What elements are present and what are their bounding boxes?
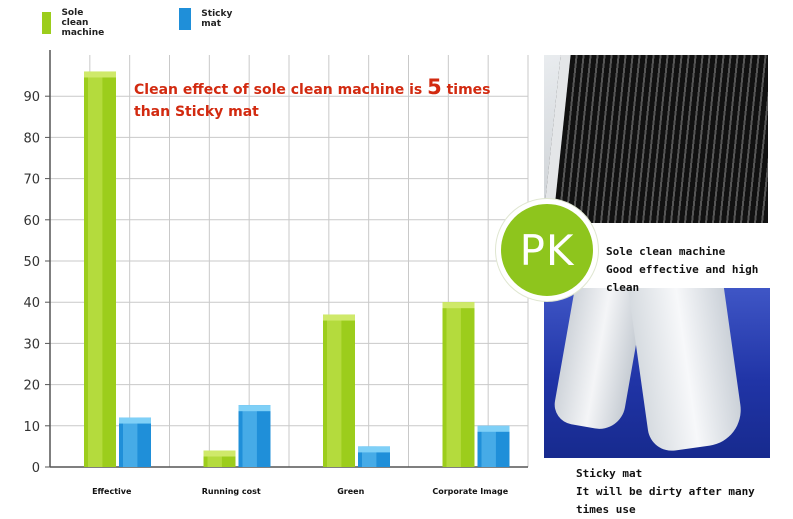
grid	[50, 55, 529, 467]
category-label: Green	[337, 487, 364, 496]
legend-label: Sole clean machine	[61, 8, 105, 38]
y-tick-label: 50	[23, 255, 40, 270]
bar-highlight	[123, 417, 138, 467]
bar-sticky-mat	[358, 446, 390, 467]
sticky-mat-photo	[544, 288, 770, 458]
y-tick-label: 90	[23, 90, 40, 105]
bar-cap	[442, 302, 475, 309]
y-tick-label: 60	[23, 214, 40, 229]
legend-label: Sticky mat	[201, 9, 233, 29]
bar-sole-clean-machine	[323, 314, 355, 467]
bar-cap	[323, 314, 355, 321]
description-title: Sole clean machine	[606, 245, 726, 258]
bar-cap	[84, 71, 116, 78]
bar-sole-clean-machine	[84, 71, 116, 467]
y-tick-label: 0	[32, 461, 40, 476]
annotation-emphasis: 5	[427, 75, 442, 99]
bar-highlight	[481, 425, 496, 467]
y-tick-label: 40	[23, 296, 40, 311]
legend-swatch-green	[42, 12, 52, 34]
bar-highlight	[88, 71, 103, 467]
y-tick-label: 10	[23, 420, 40, 435]
legend-swatch-blue	[179, 8, 192, 30]
pk-text: PK	[519, 225, 575, 275]
bar-cap	[358, 446, 390, 453]
bar-cap	[119, 417, 151, 424]
y-tick-label: 70	[23, 173, 40, 188]
bar-sticky-mat	[238, 405, 271, 467]
y-tick-label: 20	[23, 379, 40, 394]
description-text: Good effective and high clean	[606, 263, 759, 294]
category-labels: Effective Running cost Green Corporate Imag…	[92, 487, 509, 496]
annotation-text-end: times than Sticky mat	[134, 82, 491, 120]
bar-highlight	[446, 302, 461, 467]
bars	[84, 71, 510, 467]
category-label: Running cost	[202, 487, 261, 496]
bar-cap	[477, 425, 510, 432]
chart-annotation: Clean effect of sole clean machine is 5 …	[134, 76, 514, 123]
bar-sticky-mat	[477, 425, 510, 467]
category-label: Corporate Image	[432, 487, 508, 496]
y-tick-label: 30	[23, 337, 40, 352]
bar-highlight	[327, 314, 342, 467]
description-title: Sticky mat	[576, 467, 643, 480]
sole-clean-machine-photo	[544, 55, 768, 223]
category-label: Effective	[92, 487, 132, 496]
bar-sole-clean-machine	[203, 450, 236, 467]
bar-highlight	[242, 405, 257, 467]
bar-sole-clean-machine	[442, 302, 475, 467]
machine-grate	[544, 55, 768, 223]
sticky-mat-description: Sticky mat It will be dirty after many t…	[576, 465, 793, 519]
description-text: It will be dirty after many times use	[576, 485, 755, 516]
y-tick-labels: 0 10 20 30 40 50 60 70 80 90	[23, 90, 40, 476]
bar-cap	[203, 450, 236, 457]
annotation-text: Clean effect of sole clean machine is	[134, 82, 428, 98]
bar-sticky-mat	[119, 417, 151, 467]
pk-badge: PK	[496, 199, 598, 301]
shoe-cover-right	[627, 288, 746, 454]
legend-item-sole-clean-machine: Sole clean machine	[42, 8, 113, 38]
y-tick-label: 80	[23, 131, 40, 146]
sole-machine-description: Sole clean machine Good effective and hi…	[606, 243, 793, 297]
legend-item-sticky-mat: Sticky mat	[179, 8, 238, 30]
bar-cap	[238, 405, 271, 412]
